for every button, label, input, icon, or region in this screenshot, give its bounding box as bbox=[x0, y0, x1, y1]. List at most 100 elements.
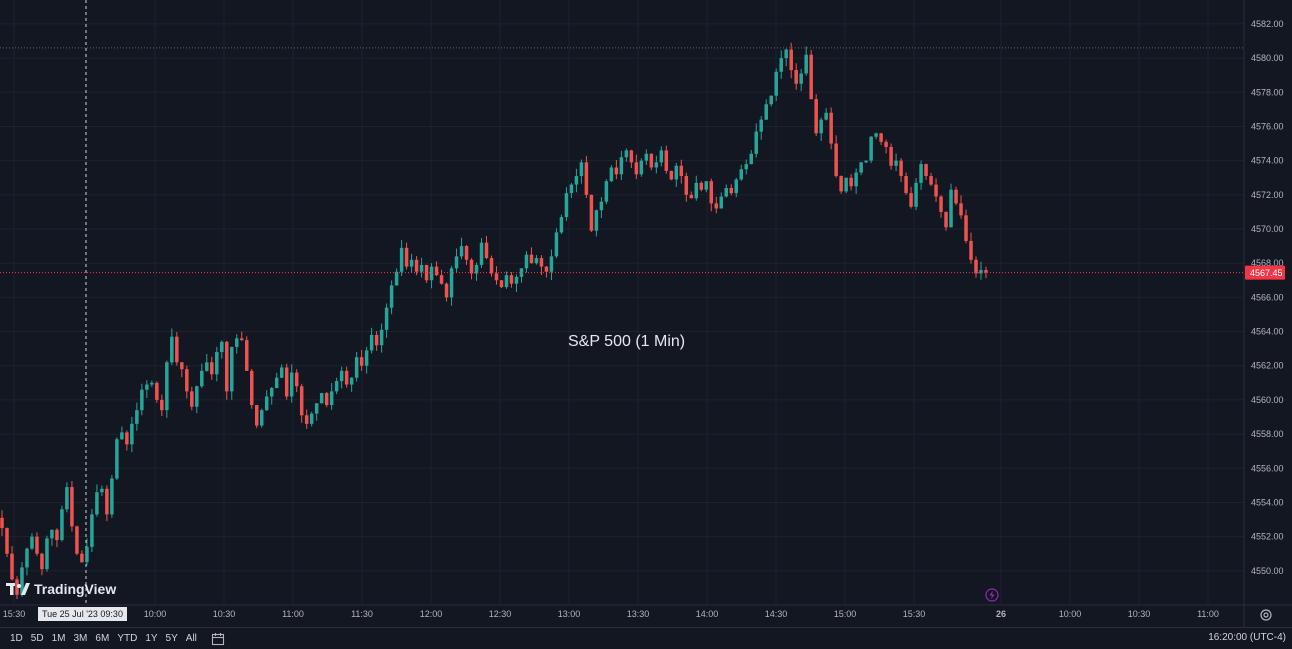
range-6m-button[interactable]: 6M bbox=[95, 633, 110, 644]
time-axis-label: 13:30 bbox=[627, 609, 650, 619]
candle-body bbox=[894, 160, 898, 166]
candle-body bbox=[240, 338, 244, 341]
range-5y-button[interactable]: 5Y bbox=[165, 633, 178, 644]
candle-body bbox=[30, 536, 34, 549]
settings-icon[interactable] bbox=[1259, 608, 1273, 622]
candle-body bbox=[854, 172, 858, 187]
price-axis-label: 4550.00 bbox=[1251, 566, 1284, 576]
candle-body bbox=[379, 329, 384, 346]
candle-body bbox=[809, 54, 813, 100]
candle-body bbox=[404, 247, 409, 267]
candle-body bbox=[284, 367, 289, 397]
candle-body bbox=[180, 362, 184, 370]
range-1y-button[interactable]: 1Y bbox=[145, 633, 158, 644]
candle-body bbox=[899, 160, 903, 177]
price-axis-label: 4564.00 bbox=[1251, 327, 1284, 337]
candle-body bbox=[549, 256, 554, 272]
candle-body bbox=[714, 203, 719, 209]
candle-body bbox=[824, 112, 828, 120]
candle-body bbox=[190, 391, 194, 407]
price-axis-label: 4582.00 bbox=[1251, 19, 1284, 29]
price-axis-label: 4552.00 bbox=[1251, 532, 1284, 542]
candle-body bbox=[954, 189, 958, 204]
candle-body bbox=[344, 370, 349, 385]
range-ytd-button[interactable]: YTD bbox=[117, 633, 138, 644]
candle-body bbox=[5, 528, 9, 554]
last-price-label: 4567.45 bbox=[1250, 268, 1283, 278]
candle-body bbox=[639, 160, 644, 175]
candle-body bbox=[469, 259, 474, 274]
candle-body bbox=[464, 246, 469, 260]
clock-readout[interactable]: 16:20:00 (UTC-4) bbox=[1208, 632, 1286, 643]
candle-body bbox=[849, 177, 853, 187]
brand-name: TradingView bbox=[34, 581, 117, 597]
candle-body bbox=[969, 240, 973, 260]
candle-body bbox=[349, 377, 354, 385]
candle-body bbox=[759, 119, 763, 132]
candle-body bbox=[409, 259, 414, 267]
candle-body bbox=[130, 423, 134, 445]
candle-body bbox=[230, 346, 234, 392]
candle-body bbox=[889, 146, 893, 166]
candle-body bbox=[859, 162, 863, 173]
candle-body bbox=[909, 193, 913, 207]
candle-body bbox=[140, 389, 144, 411]
range-1d-button[interactable]: 1D bbox=[10, 633, 23, 644]
range-selector: 1D 5D 1M 3M 6M YTD 1Y 5Y All bbox=[6, 633, 201, 644]
candle-body bbox=[944, 211, 948, 228]
candle-body bbox=[269, 387, 274, 397]
candle-body bbox=[554, 232, 559, 257]
candle-body bbox=[175, 336, 179, 363]
candle-body bbox=[75, 526, 79, 554]
candle-body bbox=[539, 258, 544, 267]
candle-body bbox=[459, 246, 464, 257]
candle-body bbox=[814, 99, 818, 134]
candle-body bbox=[529, 254, 534, 264]
candle-body bbox=[694, 182, 699, 199]
candle-body bbox=[35, 536, 39, 554]
price-axis-label: 4560.00 bbox=[1251, 395, 1284, 405]
candle-body bbox=[210, 362, 214, 375]
candle-body bbox=[674, 165, 679, 180]
lightning-icon[interactable] bbox=[985, 588, 999, 602]
candle-body bbox=[120, 432, 124, 440]
candle-body bbox=[619, 157, 624, 175]
candle-body bbox=[394, 271, 399, 286]
candle-body bbox=[200, 370, 204, 387]
calendar-icon[interactable] bbox=[211, 632, 225, 646]
candle-body bbox=[729, 187, 734, 194]
candle-body bbox=[145, 384, 149, 390]
price-axis-label: 4574.00 bbox=[1251, 156, 1284, 166]
candle-body bbox=[689, 194, 694, 199]
candle-body bbox=[929, 176, 933, 185]
candle-body bbox=[369, 334, 374, 351]
candle-body bbox=[419, 264, 424, 272]
price-axis-label: 4558.00 bbox=[1251, 429, 1284, 439]
candle-body bbox=[924, 164, 928, 177]
candle-body bbox=[165, 362, 169, 411]
candle-body bbox=[314, 403, 319, 414]
candle-body bbox=[384, 307, 389, 330]
candle-body bbox=[259, 410, 264, 426]
candle-body bbox=[474, 264, 479, 274]
range-1m-button[interactable]: 1M bbox=[51, 633, 66, 644]
candle-body bbox=[70, 487, 74, 527]
candle-body bbox=[919, 164, 923, 183]
candle-body bbox=[709, 181, 714, 204]
candle-body bbox=[584, 162, 589, 195]
candle-body bbox=[254, 405, 259, 426]
candle-body bbox=[289, 372, 294, 397]
candle-body bbox=[245, 340, 249, 371]
candle-body bbox=[105, 488, 109, 515]
price-axis-label: 4578.00 bbox=[1251, 87, 1284, 97]
candle-body bbox=[439, 275, 444, 284]
candle-body bbox=[634, 162, 639, 175]
price-axis-label: 4566.00 bbox=[1251, 292, 1284, 302]
candle-body bbox=[449, 268, 454, 298]
range-5d-button[interactable]: 5D bbox=[30, 633, 44, 644]
range-all-button[interactable]: All bbox=[185, 633, 197, 644]
time-axis-label: 10:30 bbox=[1128, 609, 1151, 619]
range-3m-button[interactable]: 3M bbox=[73, 633, 88, 644]
